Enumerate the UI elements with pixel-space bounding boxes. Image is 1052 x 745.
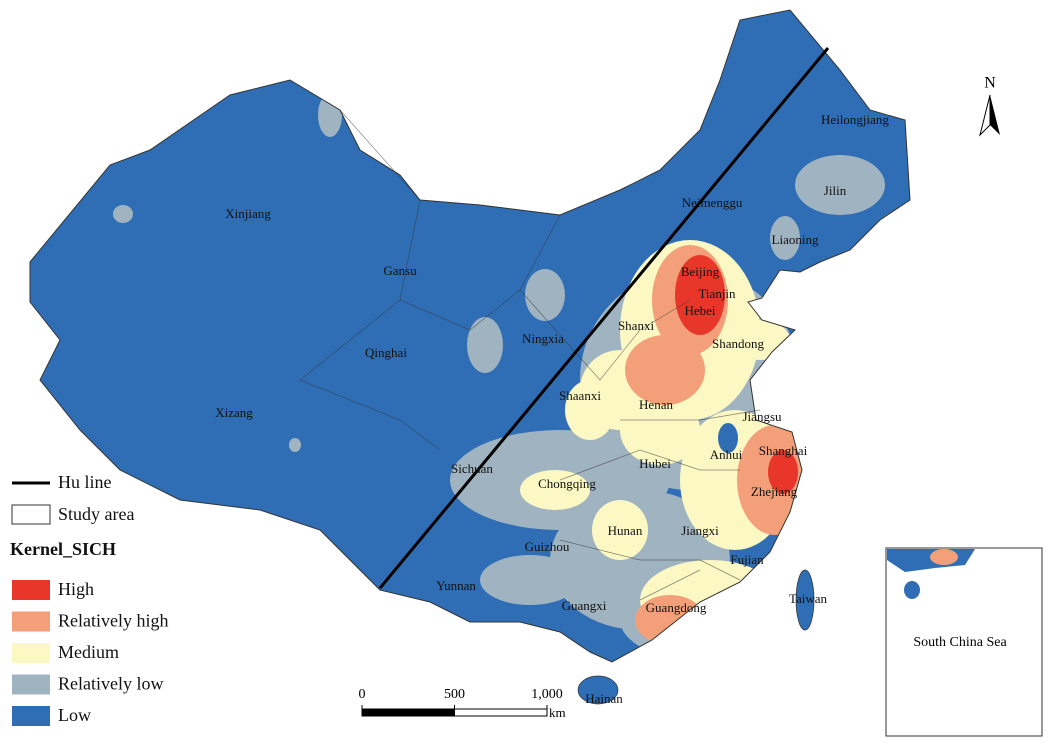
province-label: Guangxi bbox=[562, 598, 607, 613]
legend-study-area bbox=[11, 504, 51, 525]
density-zone bbox=[525, 269, 565, 321]
legend: Hu line Study area Kernel_SICH High Relative… bbox=[10, 472, 168, 726]
province-label: Henan bbox=[639, 397, 673, 412]
density-zone bbox=[289, 438, 301, 452]
province-label: Ningxia bbox=[522, 331, 564, 346]
density-zone bbox=[520, 470, 590, 510]
province-label: Guizhou bbox=[525, 539, 570, 554]
density-zone bbox=[592, 500, 648, 560]
province-label: Sichuan bbox=[451, 461, 493, 476]
density-zone bbox=[113, 205, 133, 223]
legend-swatch bbox=[12, 580, 50, 600]
density-zone bbox=[625, 335, 705, 405]
province-label: Yunnan bbox=[436, 578, 476, 593]
province-borders bbox=[299, 109, 761, 601]
legend-label: Relatively low bbox=[58, 674, 163, 694]
density-zone bbox=[768, 450, 798, 494]
scale-label: 1,000 bbox=[531, 687, 563, 702]
hainan-island bbox=[577, 675, 619, 705]
province-label: Shanghai bbox=[759, 443, 808, 458]
province-label: Xizang bbox=[215, 405, 253, 420]
density-zone bbox=[318, 93, 342, 137]
legend-title: Kernel_SICH bbox=[10, 539, 116, 559]
province-label: Anhui bbox=[710, 447, 743, 462]
province-label: Hebei bbox=[684, 303, 715, 318]
province-label: Shanxi bbox=[618, 318, 655, 333]
scale-label: 0 bbox=[359, 687, 366, 702]
density-zone bbox=[467, 317, 503, 373]
province-label: Zhejiang bbox=[751, 484, 798, 499]
study-area-outline bbox=[29, 9, 911, 663]
scale-segment bbox=[454, 708, 548, 717]
province-label: Jilin bbox=[824, 183, 847, 198]
density-zone bbox=[770, 216, 800, 260]
province-label: Shandong bbox=[712, 336, 765, 351]
legend-label: Low bbox=[58, 705, 91, 725]
north-label: N bbox=[984, 75, 996, 92]
province-label: Hubei bbox=[639, 456, 671, 471]
north-arrow: N bbox=[979, 75, 1000, 137]
legend-label: High bbox=[58, 579, 94, 599]
legend-swatch bbox=[12, 674, 50, 695]
province-label: Hainan bbox=[585, 691, 623, 706]
legend-label: Hu line bbox=[58, 472, 112, 492]
density-zone bbox=[675, 255, 725, 335]
low-pocket bbox=[718, 423, 738, 453]
hu-line bbox=[378, 47, 830, 589]
inset: South China Sea bbox=[885, 547, 1043, 737]
province-label: Fujian bbox=[730, 552, 764, 567]
scale-label: 500 bbox=[444, 687, 465, 702]
province-label: Jiangsu bbox=[743, 409, 783, 424]
scale-bar: 0 500 1,000 km bbox=[359, 687, 566, 720]
scale-segment bbox=[361, 708, 455, 717]
legend-swatch bbox=[12, 643, 50, 663]
province-label: Jiangxi bbox=[681, 523, 719, 538]
legend-label: Relatively high bbox=[58, 611, 168, 631]
province-label: Chongqing bbox=[538, 476, 596, 491]
province-label: Guangdong bbox=[646, 600, 707, 615]
legend-label: Study area bbox=[58, 504, 134, 524]
province-label: Tianjin bbox=[698, 286, 736, 301]
province-label: Taiwan bbox=[789, 591, 828, 606]
province-label: Xinjiang bbox=[225, 206, 271, 221]
taiwan-island bbox=[795, 569, 815, 631]
province-label: Heilongjiang bbox=[821, 112, 889, 127]
density-zone bbox=[795, 155, 885, 215]
inset-label: South China Sea bbox=[913, 635, 1007, 650]
province-label: Hunan bbox=[608, 523, 643, 538]
legend-swatch bbox=[12, 611, 50, 632]
density-zone bbox=[480, 555, 580, 605]
scale-unit: km bbox=[549, 705, 566, 720]
province-label: Gansu bbox=[383, 263, 417, 278]
density-zone bbox=[565, 380, 615, 440]
province-label: Liaoning bbox=[772, 232, 819, 247]
province-label: Neimenggu bbox=[682, 195, 743, 210]
province-label: Qinghai bbox=[365, 345, 407, 360]
province-label: Beijing bbox=[681, 264, 720, 279]
legend-label: Medium bbox=[58, 642, 119, 662]
province-label: Shaanxi bbox=[559, 388, 601, 403]
legend-swatch bbox=[12, 706, 50, 726]
